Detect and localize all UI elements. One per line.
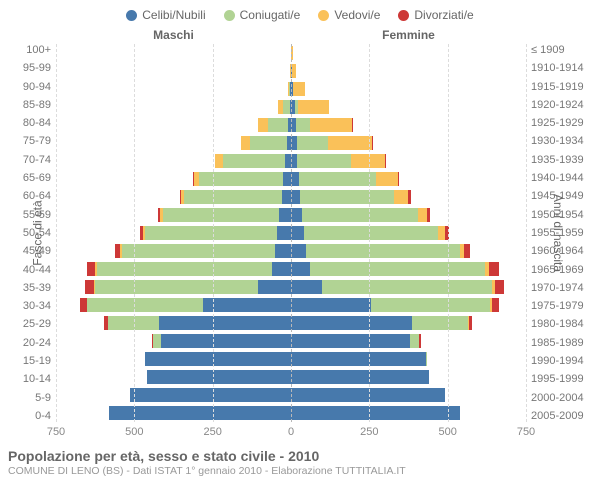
age-label: 15-19: [8, 355, 51, 367]
bar-row: [56, 280, 526, 294]
age-label: 70-74: [8, 154, 51, 166]
birth-year-label: 2000-2004: [531, 392, 592, 404]
bar-row: [56, 262, 526, 276]
bar-row: [56, 388, 526, 402]
y-axis-label-left: Fasce di età: [31, 200, 45, 265]
x-ticks: 7505002500250500750: [56, 426, 526, 440]
birth-year-label: 1930-1934: [531, 135, 592, 147]
legend-swatch: [224, 10, 235, 21]
age-label: 75-79: [8, 135, 51, 147]
legend-label: Divorziati/e: [414, 8, 473, 22]
bar-row: [56, 208, 526, 222]
birth-year-label: 1985-1989: [531, 337, 592, 349]
x-tick-label: 750: [517, 426, 535, 438]
age-label: 90-94: [8, 81, 51, 93]
age-label: 80-84: [8, 117, 51, 129]
legend-swatch: [318, 10, 329, 21]
x-tick-label: 250: [360, 426, 378, 438]
age-label: 30-34: [8, 300, 51, 312]
birth-year-label: 2005-2009: [531, 410, 592, 422]
plot-area: 100+95-9990-9485-8980-8475-7970-7465-696…: [8, 44, 592, 422]
birth-year-label: 1910-1914: [531, 62, 592, 74]
bar-row: [56, 118, 526, 132]
header-female: Femmine: [291, 28, 526, 42]
bar-row: [56, 334, 526, 348]
x-tick-label: 500: [125, 426, 143, 438]
age-label: 25-29: [8, 318, 51, 330]
birth-year-label: 1970-1974: [531, 282, 592, 294]
bar-row: [56, 226, 526, 240]
legend-item: Vedovi/e: [318, 8, 380, 22]
bar-row: [56, 406, 526, 420]
age-label: 95-99: [8, 62, 51, 74]
legend-label: Celibi/Nubili: [142, 8, 205, 22]
age-label: 20-24: [8, 337, 51, 349]
legend-label: Coniugati/e: [240, 8, 301, 22]
bar-row: [56, 46, 526, 60]
age-label: 65-69: [8, 172, 51, 184]
chart-subtitle: COMUNE DI LENO (BS) - Dati ISTAT 1° genn…: [8, 465, 592, 477]
age-label: 5-9: [8, 392, 51, 404]
bar-row: [56, 370, 526, 384]
age-label: 85-89: [8, 99, 51, 111]
legend: Celibi/Nubili Coniugati/e Vedovi/e Divorzia…: [8, 8, 592, 22]
bar-row: [56, 136, 526, 150]
age-label: 0-4: [8, 410, 51, 422]
legend-item: Celibi/Nubili: [126, 8, 205, 22]
header-male: Maschi: [56, 28, 291, 42]
birth-year-label: 1915-1919: [531, 81, 592, 93]
birth-year-label: ≤ 1909: [531, 44, 592, 56]
birth-year-label: 1990-1994: [531, 355, 592, 367]
bar-row: [56, 190, 526, 204]
x-tick-label: 500: [438, 426, 456, 438]
bar-row: [56, 172, 526, 186]
population-pyramid-chart: Celibi/Nubili Coniugati/e Vedovi/e Divorzia…: [0, 0, 600, 500]
birth-year-label: 1940-1944: [531, 172, 592, 184]
bar-row: [56, 316, 526, 330]
bar-row: [56, 82, 526, 96]
birth-year-label: 1980-1984: [531, 318, 592, 330]
x-tick-label: 750: [47, 426, 65, 438]
x-tick-label: 0: [288, 426, 294, 438]
x-tick-label: 250: [203, 426, 221, 438]
birth-year-label: 1935-1939: [531, 154, 592, 166]
bar-row: [56, 298, 526, 312]
bar-row: [56, 352, 526, 366]
age-label: 10-14: [8, 373, 51, 385]
birth-year-label: 1975-1979: [531, 300, 592, 312]
legend-swatch: [398, 10, 409, 21]
bar-row: [56, 244, 526, 258]
age-label: 100+: [8, 44, 51, 56]
legend-item: Coniugati/e: [224, 8, 301, 22]
bar-row: [56, 100, 526, 114]
bars-container: [56, 44, 526, 422]
chart-title: Popolazione per età, sesso e stato civil…: [8, 448, 592, 464]
legend-swatch: [126, 10, 137, 21]
legend-label: Vedovi/e: [334, 8, 380, 22]
column-headers: Maschi Femmine: [8, 28, 592, 42]
y-axis-label-right: Anni di nascita: [551, 194, 565, 272]
x-axis: 750 500 250 0 250 500 750: [8, 426, 592, 440]
bar-row: [56, 64, 526, 78]
legend-item: Divorziati/e: [398, 8, 473, 22]
bar-row: [56, 154, 526, 168]
birth-year-label: 1920-1924: [531, 99, 592, 111]
birth-year-label: 1925-1929: [531, 117, 592, 129]
birth-year-label: 1995-1999: [531, 373, 592, 385]
age-label: 35-39: [8, 282, 51, 294]
